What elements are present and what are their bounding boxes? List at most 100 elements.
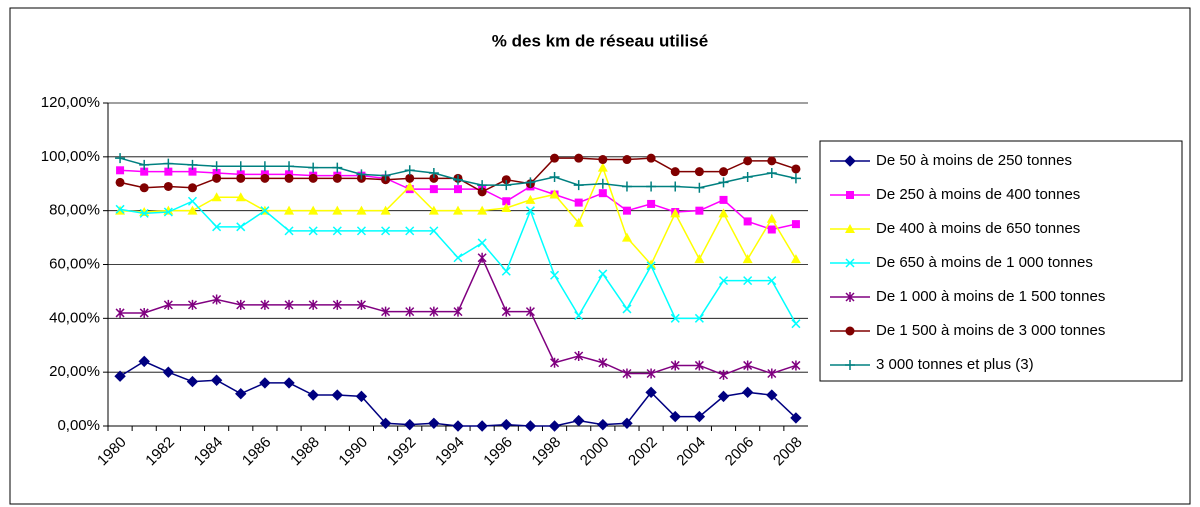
data-point: [597, 162, 608, 172]
data-point: [356, 169, 367, 180]
data-point: [307, 389, 319, 401]
data-point: [115, 204, 125, 214]
data-point: [647, 199, 656, 208]
data-point: [356, 226, 366, 236]
data-point: [331, 389, 344, 401]
data-point: [501, 306, 511, 317]
data-point: [187, 205, 198, 215]
data-point: [115, 177, 125, 187]
data-point: [332, 205, 343, 215]
data-point: [452, 420, 464, 432]
data-point: [670, 208, 681, 218]
data-point: [477, 238, 487, 248]
data-point: [694, 182, 705, 193]
legend-label: De 1 000 à moins de 1 500 tonnes: [876, 288, 1105, 305]
data-point: [621, 181, 632, 192]
data-point: [549, 189, 560, 199]
data-point: [186, 375, 199, 388]
legend-label: De 50 à moins de 250 tonnes: [876, 152, 1072, 169]
data-point: [622, 206, 631, 215]
data-point: [598, 189, 607, 198]
data-point: [550, 153, 560, 163]
legend: [819, 140, 1183, 382]
data-point: [791, 164, 801, 174]
data-point: [405, 173, 415, 183]
data-point: [380, 205, 391, 215]
data-point: [236, 299, 246, 310]
data-point: [259, 161, 270, 172]
data-point: [477, 205, 488, 215]
data-point: [381, 226, 391, 236]
data-point: [743, 156, 753, 166]
data-point: [235, 192, 246, 202]
data-point: [646, 368, 656, 379]
data-point: [139, 208, 149, 218]
data-point: [767, 368, 777, 379]
data-point: [597, 178, 608, 189]
data-point: [621, 232, 632, 242]
legend-label: De 400 à moins de 650 tonnes: [876, 220, 1080, 237]
data-point: [622, 304, 632, 314]
data-point: [404, 418, 416, 431]
data-point: [646, 261, 656, 271]
data-point: [308, 299, 318, 310]
data-point: [308, 205, 319, 215]
data-point: [381, 306, 391, 317]
data-point: [453, 205, 463, 215]
data-point: [404, 165, 415, 176]
legend-label: 3 000 tonnes et plus (3): [876, 356, 1034, 373]
data-point: [140, 167, 149, 176]
data-point: [767, 156, 777, 166]
data-point: [501, 202, 512, 212]
data-point: [188, 167, 197, 176]
data-point: [429, 306, 439, 317]
data-point: [525, 177, 536, 188]
data-point: [162, 366, 175, 378]
data-point: [694, 313, 704, 323]
data-point: [573, 217, 584, 227]
data-point: [210, 374, 223, 386]
data-point: [332, 299, 342, 310]
data-point: [574, 311, 584, 321]
data-point: [212, 294, 222, 305]
data-point: [259, 377, 271, 389]
data-point: [502, 197, 511, 206]
y-tick-label: 80,00%: [49, 202, 100, 219]
data-point: [622, 155, 632, 165]
data-point: [719, 195, 728, 204]
data-point: [332, 173, 342, 183]
data-point: [308, 226, 318, 236]
data-point: [718, 276, 729, 286]
data-point: [477, 252, 487, 263]
data-point: [621, 417, 633, 430]
data-point: [597, 418, 609, 431]
data-point: [138, 355, 150, 368]
data-point: [211, 192, 222, 202]
data-point: [766, 389, 778, 401]
data-point: [115, 153, 126, 164]
data-point: [163, 158, 174, 169]
data-point: [236, 222, 246, 232]
data-point: [139, 307, 149, 318]
data-point: [525, 306, 535, 317]
data-point: [429, 185, 438, 194]
data-point: [477, 180, 488, 191]
data-point: [212, 173, 222, 183]
data-point: [332, 226, 342, 236]
data-point: [235, 387, 247, 400]
legend-label: De 1 500 à moins de 3 000 tonnes: [876, 322, 1105, 339]
data-point: [405, 306, 415, 317]
data-point: [743, 276, 753, 286]
y-tick-label: 20,00%: [49, 363, 100, 380]
data-point: [212, 168, 221, 177]
data-point: [790, 254, 801, 264]
data-point: [453, 253, 463, 263]
data-point: [501, 175, 511, 185]
data-point: [236, 173, 246, 183]
data-point: [549, 172, 560, 183]
data-point: [501, 180, 512, 191]
data-point: [525, 206, 535, 216]
data-point: [574, 153, 584, 163]
data-point: [284, 226, 294, 236]
